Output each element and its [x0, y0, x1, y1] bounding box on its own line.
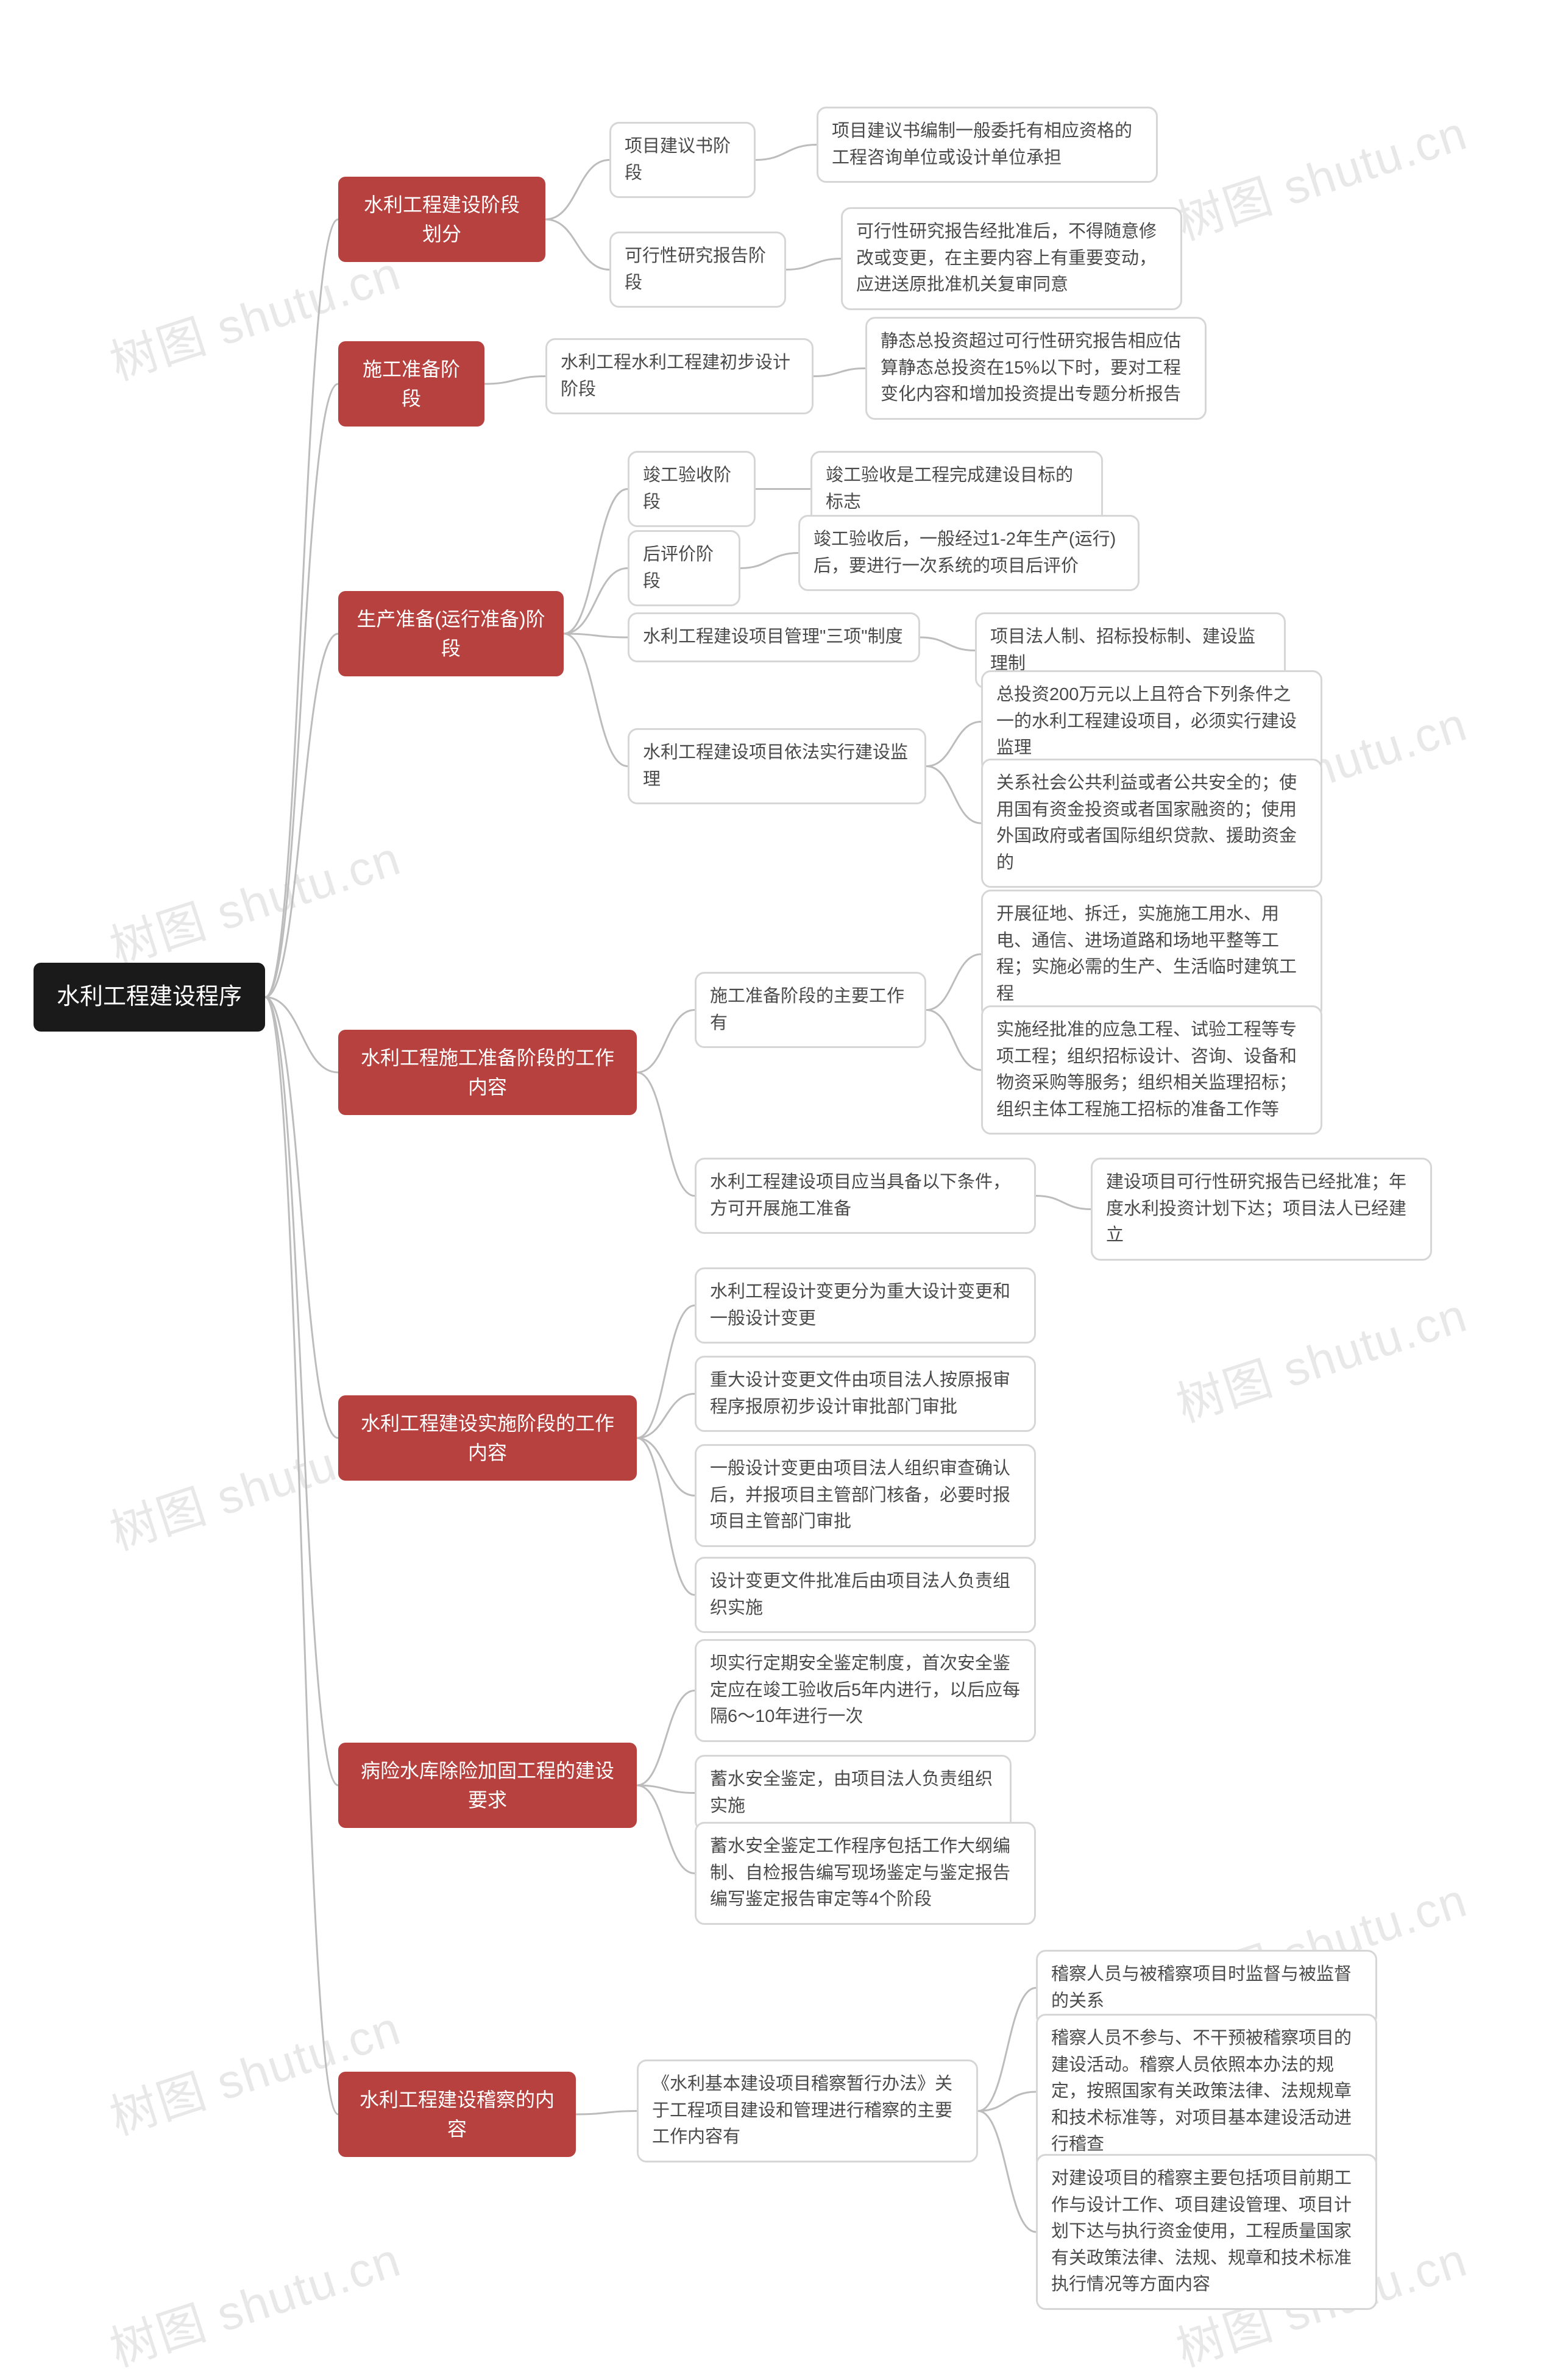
category-node: 水利工程施工准备阶段的工作内容: [338, 1030, 637, 1115]
leaf-node: 项目建议书编制一般委托有相应资格的工程咨询单位或设计单位承担: [817, 107, 1158, 183]
mindmap-canvas: 水利工程建设程序 水利工程建设阶段划分项目建议书阶段项目建议书编制一般委托有相应资…: [0, 0, 1560, 2314]
leaf-node: 《水利基本建设项目稽察暂行办法》关于工程项目建设和管理进行稽察的主要工作内容有: [637, 2059, 978, 2162]
leaf-node: 水利工程建设项目应当具备以下条件，方可开展施工准备: [695, 1158, 1036, 1234]
leaf-node: 水利工程建设项目依法实行建设监理: [628, 728, 926, 804]
leaf-node: 设计变更文件批准后由项目法人负责组织实施: [695, 1557, 1036, 1633]
leaf-node: 项目建议书阶段: [609, 122, 756, 198]
leaf-node: 实施经批准的应急工程、试验工程等专项工程；组织招标设计、咨询、设备和物资采购等服…: [981, 1005, 1322, 1135]
leaf-node: 一般设计变更由项目法人组织审查确认后，并报项目主管部门核备，必要时报项目主管部门…: [695, 1444, 1036, 1547]
leaf-node: 坝实行定期安全鉴定制度，首次安全鉴定应在竣工验收后5年内进行，以后应每隔6～10…: [695, 1639, 1036, 1742]
leaf-node: 水利工程水利工程建初步设计阶段: [545, 338, 814, 414]
leaf-node: 可行性研究报告阶段: [609, 232, 786, 308]
leaf-node: 竣工验收阶段: [628, 451, 756, 527]
leaf-node: 竣工验收后，一般经过1-2年生产(运行)后，要进行一次系统的项目后评价: [798, 515, 1140, 591]
leaf-node: 稽察人员不参与、不干预被稽察项目的建设活动。稽察人员依照本办法的规定，按照国家有…: [1036, 2014, 1377, 2170]
leaf-node: 对建设项目的稽察主要包括项目前期工作与设计工作、项目建设管理、项目计划下达与执行…: [1036, 2154, 1377, 2310]
category-node: 病险水库除险加固工程的建设要求: [338, 1743, 637, 1828]
leaf-node: 施工准备阶段的主要工作有: [695, 972, 926, 1048]
leaf-node: 建设项目可行性研究报告已经批准；年度水利投资计划下达；项目法人已经建立: [1091, 1158, 1432, 1261]
category-node: 水利工程建设实施阶段的工作内容: [338, 1395, 637, 1481]
category-node: 水利工程建设阶段划分: [338, 177, 545, 262]
category-node: 生产准备(运行准备)阶段: [338, 591, 564, 676]
leaf-node: 开展征地、拆迁，实施施工用水、用电、通信、进场道路和场地平整等工程；实施必需的生…: [981, 890, 1322, 1019]
category-node: 水利工程建设稽察的内容: [338, 2072, 576, 2157]
leaf-node: 后评价阶段: [628, 530, 740, 606]
leaf-node: 总投资200万元以上且符合下列条件之一的水利工程建设项目，必须实行建设监理: [981, 670, 1322, 773]
root-node: 水利工程建设程序: [34, 963, 265, 1032]
leaf-node: 关系社会公共利益或者公共安全的；使用国有资金投资或者国家融资的；使用外国政府或者…: [981, 759, 1322, 888]
leaf-node: 水利工程建设项目管理"三项"制度: [628, 612, 920, 662]
leaf-node: 静态总投资超过可行性研究报告相应估算静态总投资在15%以下时，要对工程变化内容和…: [865, 317, 1207, 420]
leaf-node: 可行性研究报告经批准后，不得随意修改或变更，在主要内容上有重要变动，应进送原批准…: [841, 207, 1182, 310]
category-node: 施工准备阶段: [338, 341, 484, 427]
leaf-node: 蓄水安全鉴定工作程序包括工作大纲编制、自检报告编写现场鉴定与鉴定报告编写鉴定报告…: [695, 1822, 1036, 1925]
leaf-node: 水利工程设计变更分为重大设计变更和一般设计变更: [695, 1267, 1036, 1344]
leaf-node: 重大设计变更文件由项目法人按原报审程序报原初步设计审批部门审批: [695, 1356, 1036, 1432]
leaf-node: 蓄水安全鉴定，由项目法人负责组织实施: [695, 1755, 1012, 1831]
